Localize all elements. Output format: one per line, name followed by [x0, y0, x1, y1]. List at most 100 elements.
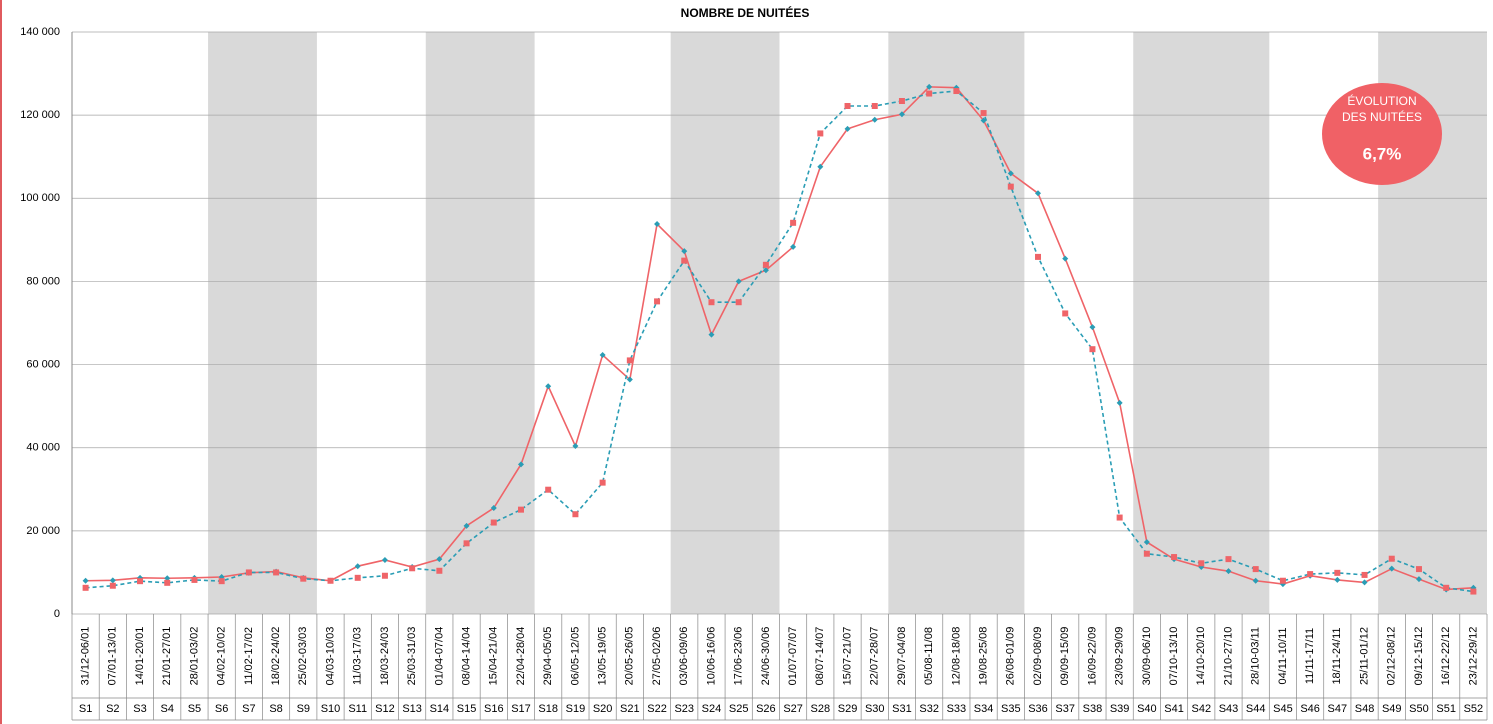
marker — [871, 102, 878, 109]
x-tick-label: 10/06-16/06 — [705, 627, 717, 686]
marker — [1252, 566, 1259, 573]
week-label: S24 — [702, 703, 722, 715]
x-tick-label: 09/09-15/09 — [1059, 627, 1071, 686]
marker — [735, 299, 742, 306]
x-tick-label: 23/12-29/12 — [1467, 627, 1479, 686]
marker — [436, 556, 443, 563]
marker — [871, 116, 878, 123]
week-label: S22 — [647, 703, 667, 715]
marker — [1089, 324, 1096, 331]
marker — [300, 575, 307, 582]
marker — [926, 90, 933, 97]
marker — [354, 574, 361, 581]
week-label: S33 — [947, 703, 967, 715]
x-tick-label: 12/08-18/08 — [950, 627, 962, 686]
week-label: S40 — [1137, 703, 1157, 715]
week-label: S34 — [974, 703, 994, 715]
week-label: S16 — [484, 703, 504, 715]
marker — [1443, 584, 1450, 591]
marker — [137, 578, 144, 585]
x-tick-label: 13/05-19/05 — [597, 627, 609, 686]
x-tick-label: 21/10-27/10 — [1222, 627, 1234, 686]
x-tick-label: 22/07-28/07 — [869, 627, 881, 686]
marker — [1143, 550, 1150, 557]
shaded-band — [670, 32, 780, 614]
week-label: S20 — [593, 703, 613, 715]
x-tick-label: 05/08-11/08 — [923, 627, 935, 685]
marker — [1361, 571, 1368, 578]
week-label: S9 — [297, 703, 310, 715]
marker — [82, 584, 89, 591]
marker — [164, 579, 171, 586]
x-tick-label: 16/12-22/12 — [1440, 627, 1452, 686]
week-label: S38 — [1083, 703, 1103, 715]
marker — [1062, 255, 1069, 262]
x-tick-label: 24/06-30/06 — [760, 627, 772, 686]
marker — [898, 111, 905, 118]
x-tick-label: 18/11-24/11 — [1331, 627, 1343, 684]
marker — [953, 88, 960, 95]
x-tick-label: 01/04-07/04 — [433, 627, 445, 686]
marker — [109, 577, 116, 584]
y-tick-label: 0 — [54, 608, 60, 620]
marker — [1116, 514, 1123, 521]
week-label: S28 — [811, 703, 831, 715]
marker — [1388, 555, 1395, 562]
marker — [708, 331, 715, 338]
x-tick-label: 31/12-06/01 — [80, 627, 92, 686]
x-tick-label: 16/09-22/09 — [1086, 627, 1098, 686]
week-label: S46 — [1300, 703, 1320, 715]
week-label: S27 — [783, 703, 803, 715]
series-line — [85, 90, 1474, 593]
marker — [1198, 560, 1205, 567]
x-tick-label: 01/07-07/07 — [787, 627, 799, 686]
week-label: S25 — [729, 703, 749, 715]
week-label: S29 — [838, 703, 858, 715]
marker — [654, 221, 661, 228]
marker — [218, 578, 225, 585]
week-label: S41 — [1164, 703, 1184, 715]
week-label: S5 — [188, 703, 201, 715]
x-tick-label: 11/11-17/11 — [1304, 628, 1316, 684]
marker — [517, 506, 524, 513]
marker — [1279, 577, 1286, 584]
marker — [599, 352, 606, 359]
week-label: S30 — [865, 703, 885, 715]
marker — [1143, 539, 1150, 546]
marker — [817, 163, 824, 170]
x-tick-label: 18/03-24/03 — [379, 627, 391, 686]
marker — [681, 248, 688, 255]
x-tick-label: 18/02-24/02 — [270, 627, 282, 686]
marker — [980, 110, 987, 117]
marker — [1171, 554, 1178, 561]
marker — [381, 556, 388, 563]
x-tick-label: 02/09-08/09 — [1032, 627, 1044, 686]
week-label: S32 — [919, 703, 939, 715]
week-label: S1 — [79, 703, 92, 715]
x-tick-label: 14/10-20/10 — [1195, 627, 1207, 686]
week-label: S13 — [402, 703, 422, 715]
marker — [1007, 170, 1014, 177]
week-label: S8 — [269, 703, 282, 715]
marker — [1307, 571, 1314, 578]
x-tick-label: 06/05-12/05 — [569, 627, 581, 686]
marker — [1415, 566, 1422, 573]
x-tick-label: 26/08-01/09 — [1005, 627, 1017, 686]
y-tick-label: 80 000 — [26, 275, 60, 287]
week-label: S36 — [1028, 703, 1048, 715]
marker — [1035, 253, 1042, 260]
x-tick-label: 22/04-28/04 — [515, 627, 527, 686]
marker — [245, 569, 252, 576]
week-label: S11 — [348, 703, 367, 715]
x-tick-label: 08/04-14/04 — [460, 627, 472, 686]
marker — [463, 540, 470, 547]
marker — [381, 572, 388, 579]
x-tick-label: 29/04-05/05 — [542, 627, 554, 686]
x-tick-label: 11/03-17/03 — [352, 627, 364, 685]
marker — [735, 278, 742, 285]
marker — [844, 125, 851, 132]
week-label: S23 — [674, 703, 694, 715]
marker — [599, 479, 606, 486]
week-label: S12 — [375, 703, 395, 715]
week-label: S50 — [1409, 703, 1429, 715]
